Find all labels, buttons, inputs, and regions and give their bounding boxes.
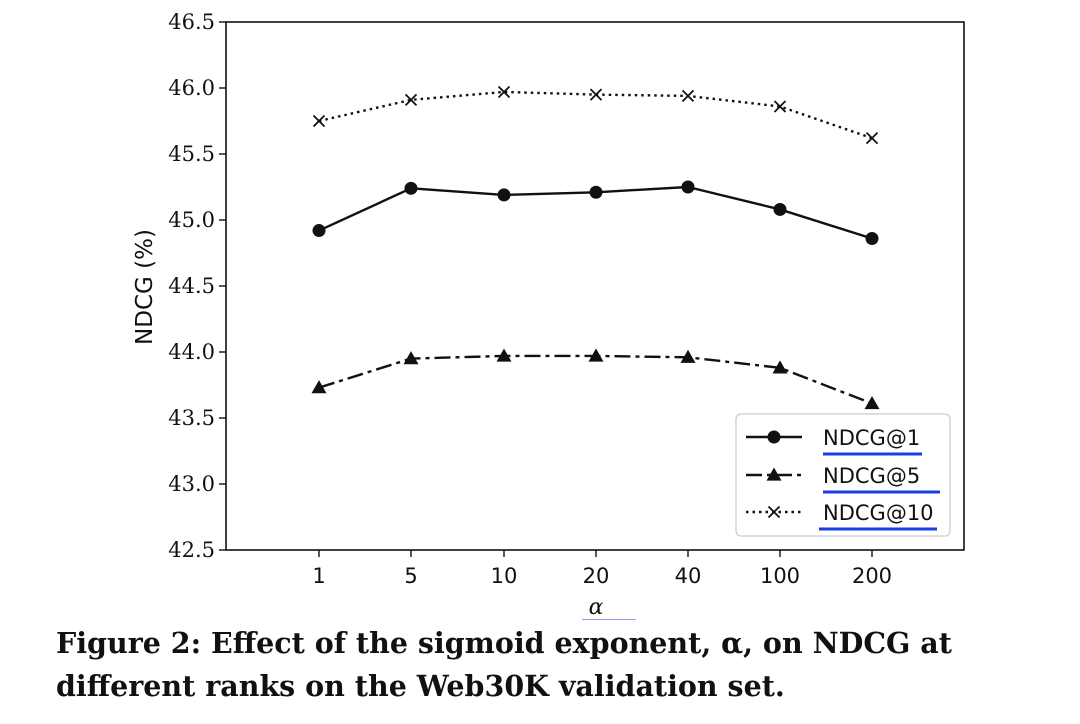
x-tick-label: 40 <box>675 564 702 588</box>
data-point-triangle <box>496 348 512 362</box>
data-point-triangle <box>588 348 604 362</box>
y-tick-label: 44.5 <box>168 274 215 298</box>
data-point-x <box>589 88 603 101</box>
legend-marker-circle <box>767 430 781 444</box>
data-point-triangle <box>864 395 880 410</box>
x-tick-label: 5 <box>404 564 417 588</box>
x-tick-label: 200 <box>852 564 892 588</box>
y-tick-label: 45.5 <box>168 142 215 166</box>
data-point-x <box>497 85 511 99</box>
x-tick-label: 100 <box>760 564 800 588</box>
y-tick-label: 42.5 <box>168 538 215 562</box>
data-point-x <box>681 89 695 103</box>
y-tick-label: 46.0 <box>168 76 215 100</box>
y-tick-label: 44.0 <box>168 340 215 364</box>
plot-layer: 42.5 43.0 43.5 44.0 44.5 45.0 45.5 46.0 46.5 1 5 10… <box>168 10 965 588</box>
data-point-circle <box>312 224 326 238</box>
data-point-triangle <box>772 360 788 374</box>
legend: NDCG@1 NDCG@5 NDCG@10 <box>735 413 951 537</box>
data-point-circle <box>589 185 603 199</box>
data-point-x <box>404 93 418 107</box>
figure-caption: Figure 2: Effect of the sigmoid exponent… <box>56 626 952 703</box>
x-tick-label: 10 <box>491 564 518 588</box>
y-tick-label: 43.5 <box>168 406 215 430</box>
x-tick-label: 1 <box>312 564 325 588</box>
data-point-triangle <box>403 351 419 365</box>
y-tick-label: 45.0 <box>168 208 215 232</box>
data-point-triangle <box>311 380 327 394</box>
legend-entry-label: NDCG@5 <box>823 464 920 488</box>
y-tick-label: 43.0 <box>168 472 215 496</box>
legend-entry-label: NDCG@1 <box>823 426 920 450</box>
legend-marker-triangle <box>766 467 782 481</box>
legend-marker-x <box>767 505 781 519</box>
data-point-circle <box>404 181 418 195</box>
x-axis-label: α <box>589 595 604 620</box>
data-point-circle <box>865 231 879 245</box>
series-line-ndcg-at-10 <box>318 90 873 140</box>
data-point-circle <box>773 202 787 216</box>
data-point-circle <box>497 188 511 202</box>
data-point-circle <box>681 180 695 194</box>
data-point-triangle <box>680 349 696 363</box>
legend-box <box>735 413 951 537</box>
data-point-x <box>312 114 326 128</box>
y-tick-label: 46.5 <box>168 10 215 34</box>
series-line-ndcg-at-5 <box>318 354 873 405</box>
y-axis-label: NDCG (%) <box>132 229 158 345</box>
x-tick-label: 20 <box>583 564 610 588</box>
ndcg-line-chart: 42.5 43.0 43.5 44.0 44.5 45.0 45.5 46.0 46.5 1 5 10… <box>132 10 965 620</box>
legend-entry-label: NDCG@10 <box>823 501 934 525</box>
data-point-x <box>865 132 879 145</box>
data-point-x <box>773 100 787 113</box>
